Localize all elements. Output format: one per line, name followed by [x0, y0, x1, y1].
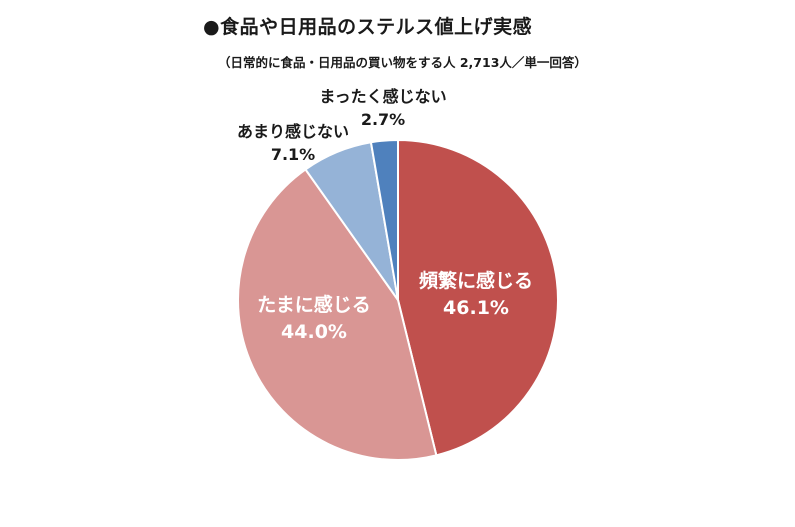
pie-slices — [237, 138, 559, 461]
slice-value-frequently: 46.1% — [443, 297, 509, 319]
slice-value-never: 2.7% — [361, 110, 405, 129]
slice-label-never: まったく感じない — [319, 87, 446, 106]
slice-label-frequently: 頻繁に感じる — [419, 269, 533, 292]
slice-value-sometimes: 44.0% — [281, 321, 347, 343]
pie-slice-sometimes — [237, 168, 438, 461]
pie-slice-never — [369, 138, 399, 301]
chart-title: ●食品や日用品のステルス値上げ実感 — [203, 16, 533, 38]
pie-labels: 頻繁に感じる 46.1% たまに感じる 44.0% あまり感じない 7.1% まったく感じな… — [237, 87, 533, 343]
pie-slice-frequently — [397, 138, 559, 457]
chart-subtitle: （日常的に食品・日用品の買い物をする人 2,713人／単一回答） — [218, 55, 587, 70]
slice-label-rarely: あまり感じない — [237, 122, 349, 141]
slice-value-rarely: 7.1% — [271, 145, 315, 164]
slice-label-sometimes: たまに感じる — [257, 293, 370, 316]
